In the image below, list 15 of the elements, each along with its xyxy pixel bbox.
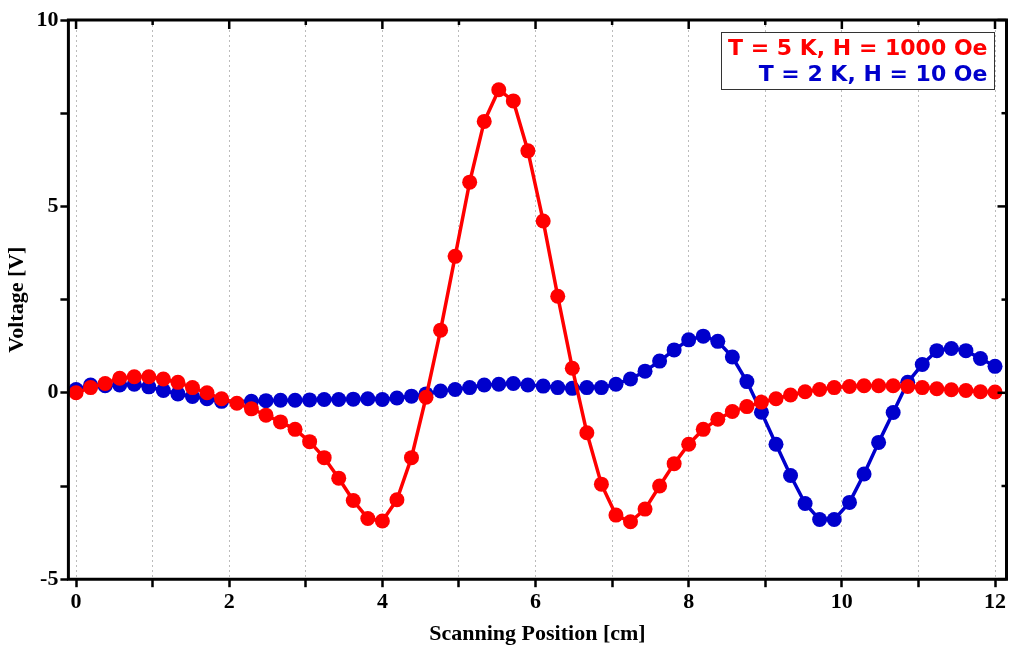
x-tick-label: 8: [683, 588, 695, 614]
text: T = 2 K, H = 10 Oe: [757, 61, 988, 87]
x-tick-label: 6: [530, 588, 542, 614]
x-tick-label: 10: [830, 588, 853, 614]
y-tick-label: 10: [36, 5, 59, 31]
x-tick-label: 0: [70, 588, 82, 614]
y-tick-label: 5: [47, 192, 59, 218]
y-axis-title: Voltage [V]: [2, 246, 28, 353]
x-tick-label: 2: [223, 588, 235, 614]
y-tick-label: -5: [40, 564, 59, 590]
x-tick-label: 4: [376, 588, 388, 614]
y-tick-label: 0: [47, 378, 59, 404]
x-tick-label: 12: [984, 588, 1007, 614]
text: T = 5 K, H = 1000 Oe: [728, 35, 988, 61]
x-axis-title: Scanning Position [cm]: [429, 620, 646, 646]
